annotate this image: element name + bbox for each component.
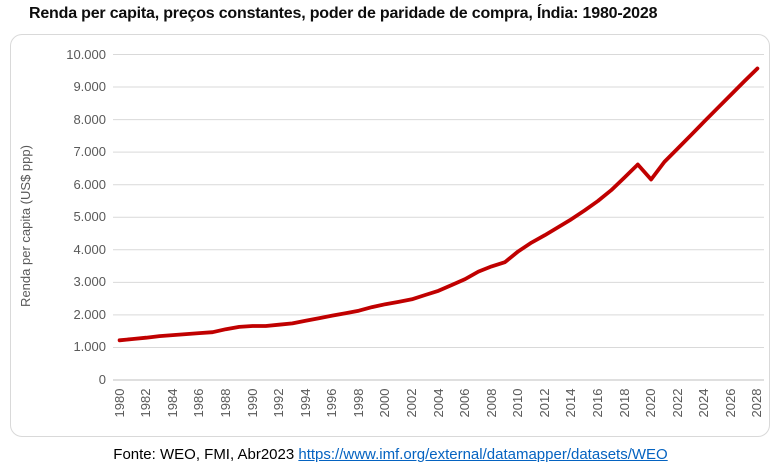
y-tick-label: 2.000 (73, 306, 106, 322)
series-line-india (117, 66, 760, 343)
x-tick-label: 1998 (350, 388, 366, 418)
y-tick-label: 9.000 (73, 79, 106, 95)
x-tick-label: 2016 (589, 388, 605, 418)
x-tick-label: 1982 (138, 388, 154, 418)
x-tick-label: 2010 (510, 388, 526, 418)
x-tick-label: 1994 (297, 388, 313, 418)
y-tick-label: 6.000 (73, 176, 106, 192)
x-tick-label: 2002 (403, 388, 419, 418)
x-tick-label: 1996 (324, 388, 340, 418)
x-tick-label: 2004 (430, 388, 446, 418)
x-tick-label: 2026 (722, 388, 738, 418)
y-tick-label: 8.000 (73, 111, 106, 127)
y-tick-label: 3.000 (73, 274, 106, 290)
x-tick-label: 2028 (749, 388, 765, 418)
x-tick-label: 1990 (244, 388, 260, 418)
x-tick-label: 2000 (377, 388, 393, 418)
y-tick-label: 5.000 (73, 209, 106, 225)
chart-frame: Renda per capita (US$ ppp) 0 1.000 2.000 3.… (10, 34, 770, 437)
source-link[interactable]: https://www.imf.org/external/datamapper/… (298, 446, 668, 463)
x-tick-label: 2022 (669, 388, 685, 418)
y-tick-label: 0 (98, 372, 106, 387)
plot-area (113, 54, 764, 381)
x-tick-label: 2012 (536, 388, 552, 418)
source-text: Fonte: WEO, FMI, Abr2023 (113, 446, 299, 463)
x-tick-label: 1984 (164, 388, 180, 418)
chart-title: Renda per capita, preços constantes, pod… (29, 5, 658, 22)
y-tick-label: 7.000 (73, 144, 106, 160)
x-tick-label: 1992 (271, 388, 287, 418)
x-tick-label: 1986 (191, 388, 207, 418)
x-tick-label: 2018 (616, 388, 632, 418)
x-tick-label: 1988 (217, 388, 233, 418)
x-tick-label: 2014 (563, 388, 579, 418)
y-tick-label: 10.000 (66, 46, 106, 62)
x-tick-label: 2020 (643, 388, 659, 418)
y-tick-label: 4.000 (73, 241, 106, 257)
x-tick-label: 2024 (696, 388, 712, 418)
x-tick-label: 2006 (457, 388, 473, 418)
x-tick-label: 1980 (111, 388, 127, 418)
source-caption: Fonte: WEO, FMI, Abr2023 https://www.imf… (0, 446, 781, 463)
y-tick-label: 1.000 (73, 339, 106, 355)
x-tick-label: 2008 (483, 388, 499, 418)
